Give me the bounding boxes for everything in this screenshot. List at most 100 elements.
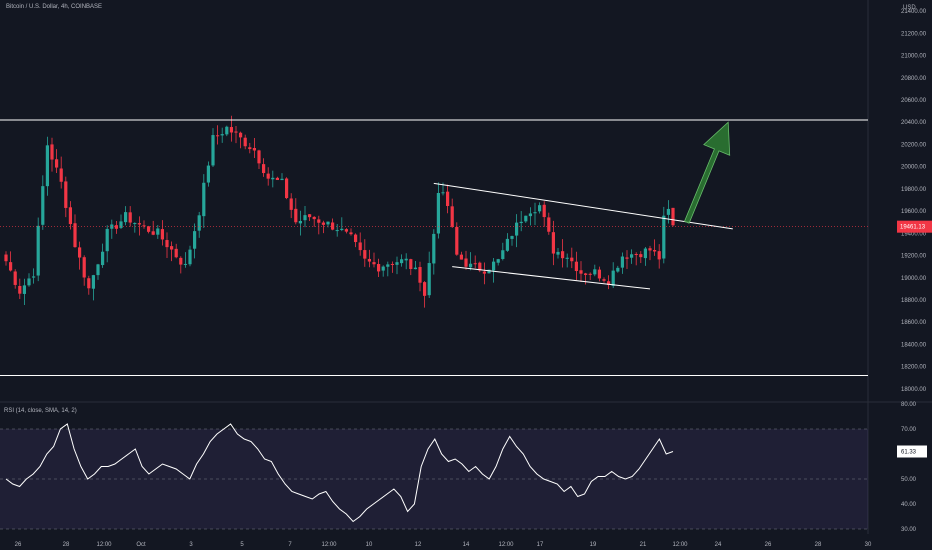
candle-body xyxy=(335,230,339,232)
candle-body xyxy=(455,226,459,255)
candle-body xyxy=(630,254,634,258)
candle-body xyxy=(206,165,210,183)
candle-body xyxy=(114,225,118,229)
candle-body xyxy=(298,220,302,224)
candle-body xyxy=(78,247,82,258)
rsi-value-tag xyxy=(897,445,927,458)
trendline[interactable] xyxy=(452,266,651,290)
rsi-value-label: 61.33 xyxy=(901,450,917,456)
time-tick-label: 5 xyxy=(240,542,244,548)
candle-body xyxy=(386,264,390,267)
candle-body xyxy=(482,271,486,274)
candle-body xyxy=(312,216,316,220)
candle-body xyxy=(179,257,183,265)
time-tick-label: 28 xyxy=(815,542,822,548)
candle-body xyxy=(257,150,261,164)
candle-body xyxy=(501,250,505,259)
candle-body xyxy=(271,177,275,180)
candle-body xyxy=(662,215,666,259)
candle-body xyxy=(533,212,537,214)
candle-body xyxy=(464,258,468,267)
current-price-tag xyxy=(897,220,932,233)
price-tick-label: 21400.00 xyxy=(901,9,927,15)
candle-body xyxy=(170,246,174,250)
current-price-label: 19461.13 xyxy=(900,225,926,231)
candle-body xyxy=(542,204,546,218)
up-arrow-icon[interactable] xyxy=(683,121,731,224)
candle-body xyxy=(616,267,620,272)
candle-body xyxy=(50,144,54,160)
time-tick-label: 21 xyxy=(640,542,647,548)
rsi-title: RSI (14, close, SMA, 14, 2) xyxy=(4,408,77,414)
candle-body xyxy=(87,278,91,289)
candle-body xyxy=(137,223,141,225)
candle-body xyxy=(639,254,643,258)
price-tick-label: 20600.00 xyxy=(901,98,927,104)
candle-body xyxy=(243,137,247,147)
candle-body xyxy=(579,270,583,274)
candle-body xyxy=(409,259,413,269)
candle-body xyxy=(165,240,169,248)
time-tick-label: 30 xyxy=(865,542,872,548)
candle-body xyxy=(105,228,109,252)
candle-body xyxy=(41,186,45,225)
time-tick-label: 12:00 xyxy=(498,542,514,548)
candle-body xyxy=(524,215,528,222)
candle-body xyxy=(413,267,417,270)
candle-body xyxy=(331,222,335,230)
candle-body xyxy=(570,257,574,262)
candle-body xyxy=(528,213,532,217)
candle-body xyxy=(611,270,615,286)
candle-body xyxy=(239,132,243,138)
candle-body xyxy=(174,248,178,258)
price-tick-label: 20400.00 xyxy=(901,120,927,126)
price-tick-label: 19800.00 xyxy=(901,187,927,193)
candle-body xyxy=(188,249,192,265)
candle-body xyxy=(9,262,13,271)
rsi-line xyxy=(5,423,674,523)
candle-body xyxy=(446,191,450,206)
rsi-series-line xyxy=(5,423,674,523)
drawings[interactable] xyxy=(0,119,868,377)
candle-body xyxy=(340,228,344,231)
candle-body xyxy=(59,168,63,182)
candle-body xyxy=(13,271,17,285)
trendline[interactable] xyxy=(433,182,733,230)
price-tick-label: 19200.00 xyxy=(901,254,927,260)
candle-body xyxy=(344,229,348,232)
price-tick-label: 18800.00 xyxy=(901,298,927,304)
candle-body xyxy=(515,222,519,236)
candle-body xyxy=(473,263,477,265)
candle-body xyxy=(643,248,647,259)
candle-body xyxy=(423,282,427,296)
candle-body xyxy=(229,127,233,133)
candle-body xyxy=(427,263,431,296)
candle-body xyxy=(492,261,496,271)
candle-body xyxy=(289,198,293,210)
candle-body xyxy=(354,234,358,243)
candle-body xyxy=(124,212,128,223)
time-tick-label: 19 xyxy=(590,542,597,548)
candle-body xyxy=(294,208,298,223)
price-tick-label: 21200.00 xyxy=(901,31,927,37)
candle-body xyxy=(308,214,312,218)
candle-body xyxy=(156,228,160,235)
price-tick-label: 20000.00 xyxy=(901,165,927,171)
candle-body xyxy=(459,254,463,260)
price-tick-label: 18600.00 xyxy=(901,320,927,326)
candle-body xyxy=(597,269,601,279)
candle-body xyxy=(510,236,514,239)
candle-body xyxy=(574,261,578,272)
price-tick-label: 21000.00 xyxy=(901,54,927,60)
candle-body xyxy=(607,281,611,285)
candle-body xyxy=(266,173,270,179)
time-tick-label: 10 xyxy=(366,542,373,548)
candle-body xyxy=(372,262,376,265)
candle-body xyxy=(96,264,100,276)
candle-body xyxy=(202,182,206,217)
candle-body xyxy=(252,147,256,151)
grid xyxy=(0,0,932,534)
candle-body xyxy=(197,215,201,231)
